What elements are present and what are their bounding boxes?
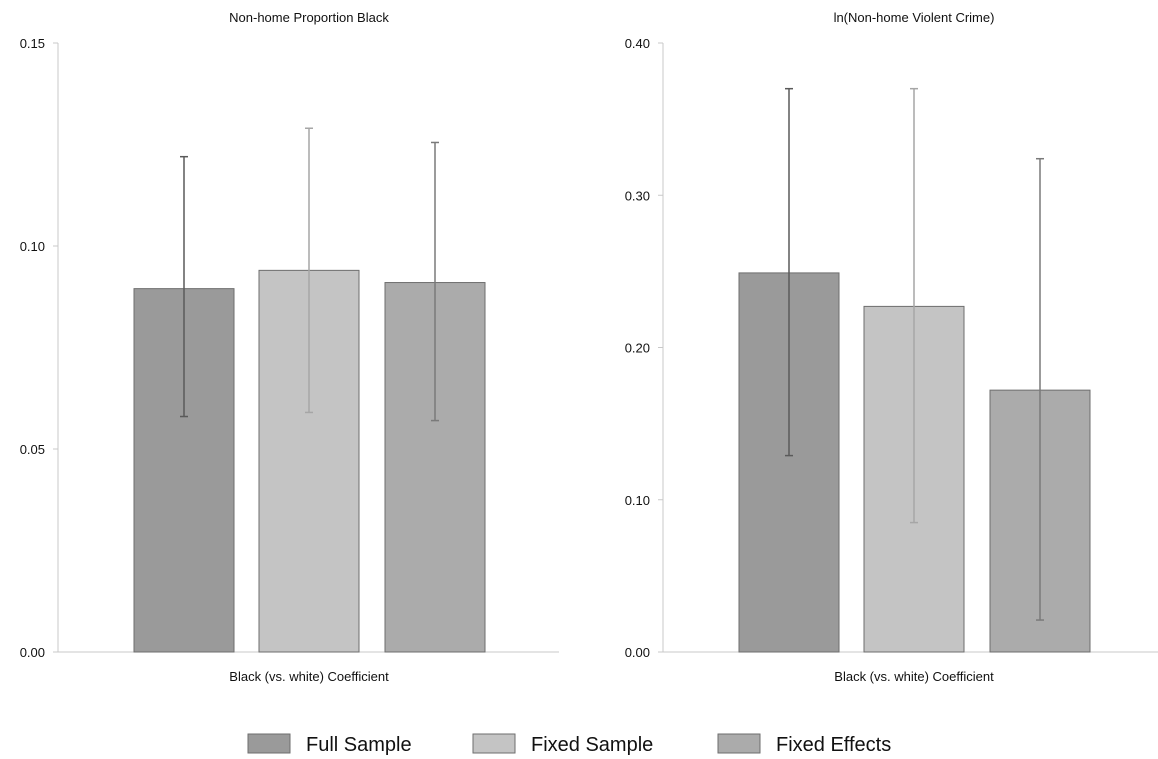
legend: Full Sample Fixed Sample Fixed Effects <box>247 733 891 756</box>
legend-label: Full Sample <box>306 734 412 756</box>
y-tick-label: 0.15 <box>20 36 45 51</box>
chart-title: Non-home Proportion Black <box>229 10 389 25</box>
y-tick-label: 0.40 <box>625 36 650 51</box>
y-ticks: 0.00 0.10 0.20 0.30 0.40 <box>625 36 663 660</box>
y-tick-label: 0.30 <box>625 188 650 203</box>
x-axis-label: Black (vs. white) Coefficient <box>834 669 994 684</box>
y-tick-label: 0.20 <box>625 341 650 356</box>
y-ticks: 0.00 0.05 0.10 0.15 <box>20 36 58 660</box>
legend-label: Fixed Effects <box>776 734 891 756</box>
y-tick-label: 0.00 <box>625 645 650 660</box>
chart-title: ln(Non-home Violent Crime) <box>834 10 995 25</box>
chart-panel-proportion-black: Non-home Proportion Black 0.000.050.100.… <box>20 10 559 684</box>
legend-item-full-sample: Full Sample <box>247 733 412 756</box>
legend-swatch <box>717 733 761 754</box>
error-bars <box>785 87 1044 621</box>
y-tick-label: 0.00 <box>20 645 45 660</box>
legend-item-fixed-sample: Fixed Sample <box>472 733 653 756</box>
y-tick-label: 0.05 <box>20 442 45 457</box>
bars <box>133 269 486 653</box>
legend-swatch <box>247 733 291 754</box>
legend-item-fixed-effects: Fixed Effects <box>717 733 891 756</box>
legend-label: Fixed Sample <box>531 734 653 756</box>
legend-swatch <box>472 733 516 754</box>
chart-panel-violent-crime: ln(Non-home Violent Crime) 0.000.100.200… <box>625 10 1158 684</box>
y-tick-label: 0.10 <box>625 493 650 508</box>
y-tick-label: 0.10 <box>20 239 45 254</box>
x-axis-label: Black (vs. white) Coefficient <box>229 669 389 684</box>
error-bars <box>180 127 439 422</box>
